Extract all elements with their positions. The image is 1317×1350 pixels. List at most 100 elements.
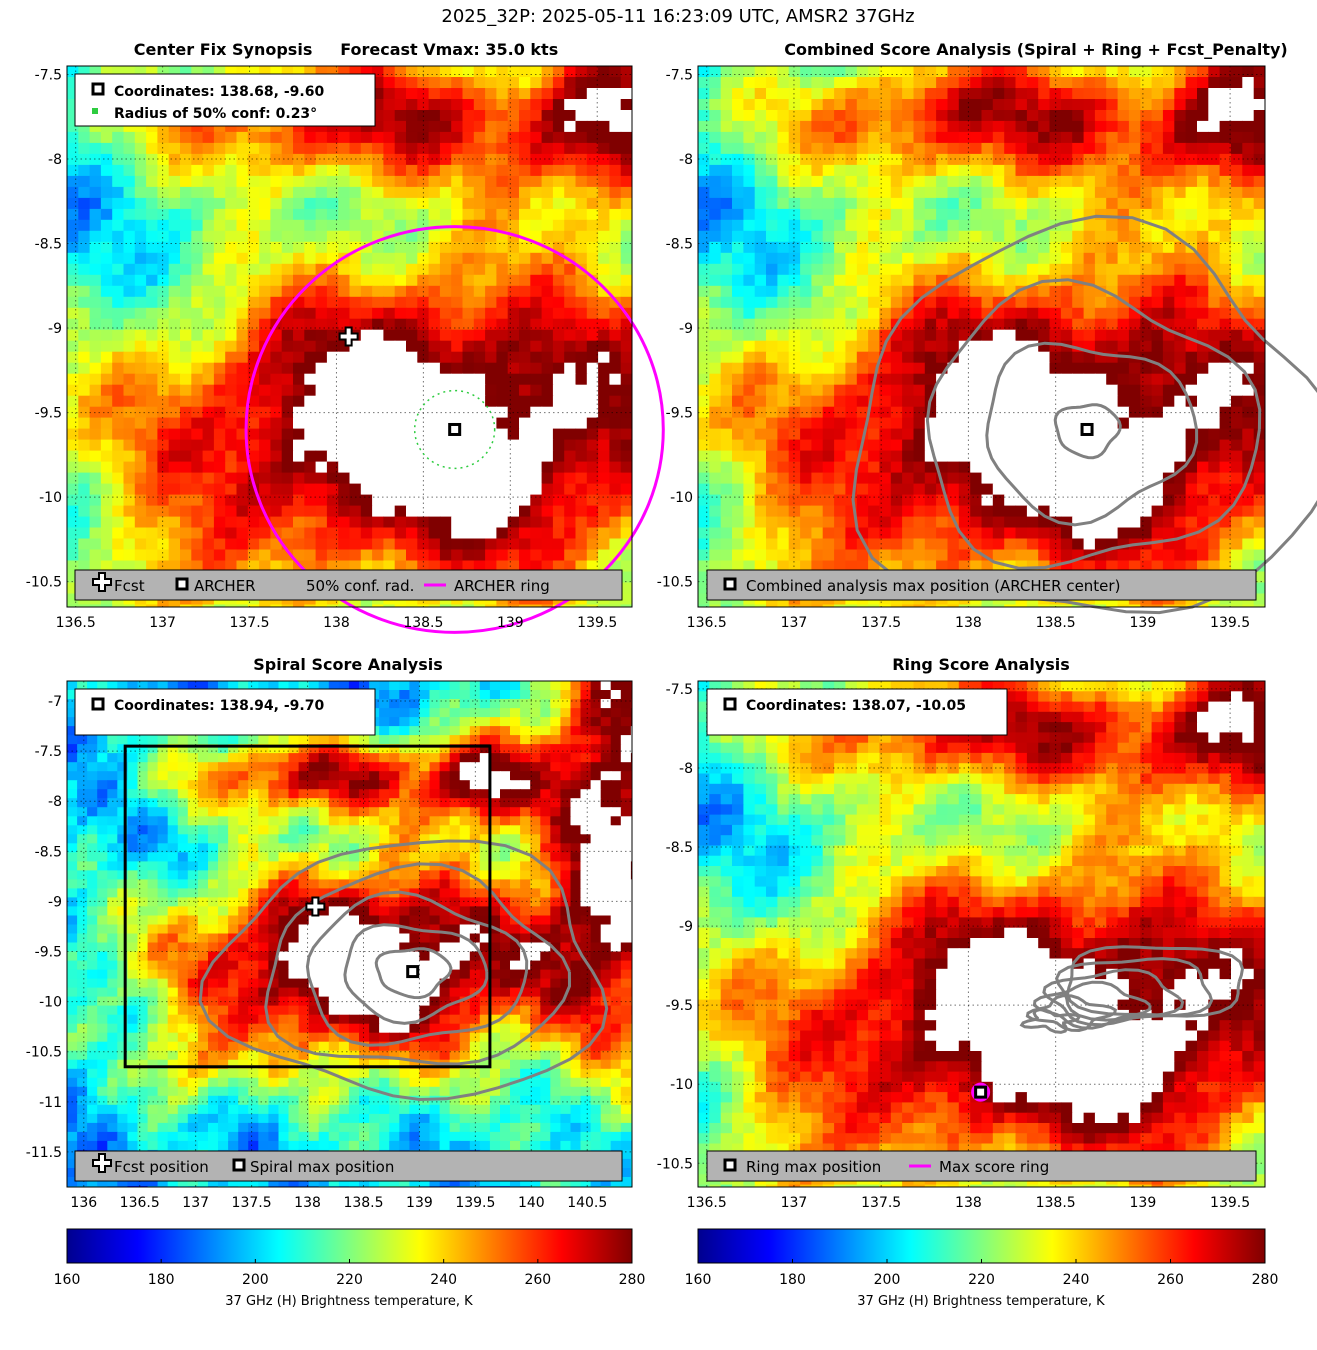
tb-cell [902,395,914,408]
tb-cell [496,263,509,276]
tb-cell [134,197,147,210]
tb-cell [981,538,994,551]
tb-cell [360,406,373,419]
tb-cell [100,373,113,386]
tb-cell [225,329,238,342]
tb-cell [1174,384,1187,397]
tb-cell [709,208,722,221]
tb-cell [507,186,520,199]
tb-cell [1140,274,1153,287]
tb-cell [788,483,801,496]
tb-cell [1185,66,1198,78]
tb-cell [732,439,744,452]
tb-cell [586,604,599,607]
tb-cell [123,384,136,397]
tb-cell [326,230,339,243]
tb-cell [349,516,362,529]
tb-cell [428,77,441,89]
tb-cell [947,219,960,232]
tb-cell [496,516,509,529]
tb-cell [259,120,271,133]
tb-cell [383,186,396,199]
tb-cell [360,527,373,540]
tb-cell [112,263,125,276]
tb-cell [67,395,79,408]
tb-cell [698,241,710,254]
tb-cell [766,505,778,518]
tb-cell [439,274,452,287]
tb-cell [338,307,351,320]
tb-cell [913,263,926,276]
tb-cell [372,362,384,375]
tb-cell [270,505,283,518]
tb-cell [519,472,531,485]
tb-cell [304,142,317,155]
tb-cell [326,307,339,320]
tb-cell [552,351,565,364]
tb-cell [394,219,407,232]
tb-cell [822,131,835,144]
tb-cell [947,274,960,287]
tb-cell [609,142,622,155]
tb-cell [236,538,249,551]
tb-cell [1242,450,1255,463]
tb-cell [822,274,835,287]
tb-cell [326,472,339,485]
tb-cell [157,472,170,485]
tb-cell [315,241,328,254]
tb-cell [879,439,892,452]
tb-cell [406,472,418,485]
tb-cell [168,549,181,562]
tb-cell [1094,219,1107,232]
tb-cell [811,285,824,298]
tb-cell [112,494,125,507]
tb-cell [924,263,937,276]
tb-cell [1208,110,1221,122]
tb-cell [552,175,565,188]
tb-cell [1026,219,1039,232]
tb-cell [530,77,543,89]
tb-cell [720,417,733,430]
tb-cell [981,450,994,463]
tb-cell [180,219,192,232]
tb-cell [519,230,531,243]
tb-cell [326,395,339,408]
tb-cell [575,274,588,287]
tb-cell [856,110,869,122]
tb-cell [191,164,204,177]
tb-cell [372,142,384,155]
tb-cell [1049,120,1062,133]
tb-cell [406,527,418,540]
tb-cell [485,274,497,287]
tb-cell [202,406,215,419]
tb-cell [1185,120,1198,133]
tb-cell [766,362,778,375]
tb-cell [924,549,937,562]
tb-cell [1049,428,1062,441]
tb-cell [180,142,192,155]
tb-cell [293,340,305,353]
tb-cell [947,110,960,122]
tb-cell [89,164,102,177]
tb-cell [485,186,497,199]
tb-cell [1197,153,1209,166]
tb-cell [709,538,722,551]
tb-cell [259,351,271,364]
tb-cell [134,208,147,221]
tb-cell [1197,66,1209,78]
tb-cell [236,483,249,496]
tb-cell [754,77,767,89]
tb-cell [575,153,588,166]
tb-cell [1128,505,1141,518]
tb-cell [1208,538,1221,551]
tb-cell [1253,110,1265,122]
tb-cell [902,252,914,265]
tb-cell [541,340,554,353]
tb-cell [1242,197,1255,210]
tb-cell [541,175,554,188]
tb-cell [1038,296,1051,309]
tb-cell [913,461,926,474]
tb-cell [394,230,407,243]
tb-cell [259,131,271,144]
tb-cell [146,516,158,529]
